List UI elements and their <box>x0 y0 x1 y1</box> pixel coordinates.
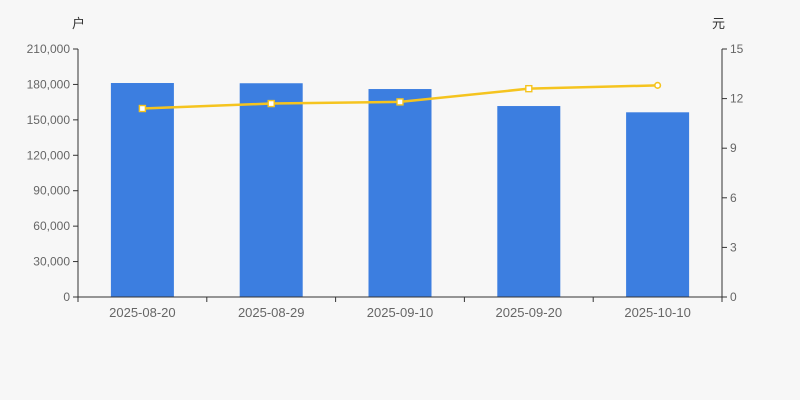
line-point-2025-08-20[interactable] <box>138 104 147 113</box>
right-axis-tick-label: 0 <box>730 290 737 304</box>
x-axis-category-label: 2025-08-20 <box>109 305 176 320</box>
left-axis-tick-label: 120,000 <box>27 148 71 162</box>
right-axis-tick-label: 15 <box>730 42 744 56</box>
x-axis-category-label: 2025-10-10 <box>624 305 691 320</box>
line-point-2025-09-20[interactable] <box>525 84 533 93</box>
left-axis-tick-label: 0 <box>63 290 70 304</box>
left-axis-tick-label: 150,000 <box>27 113 71 127</box>
left-axis-unit-label: 户 <box>72 16 86 31</box>
line-point-2025-08-29[interactable] <box>267 99 275 108</box>
right-axis-tick-label: 6 <box>730 191 737 205</box>
left-axis-tick-label: 90,000 <box>33 184 70 198</box>
x-axis-category-label: 2025-09-20 <box>496 305 563 320</box>
bar-2025-09-10[interactable] <box>368 89 432 297</box>
right-axis-unit-label: 元 <box>712 16 726 31</box>
line-point-2025-10-10[interactable] <box>653 81 662 89</box>
x-axis-category-label: 2025-09-10 <box>367 305 434 320</box>
right-axis-tick-label: 3 <box>730 240 737 254</box>
left-axis-tick-label: 210,000 <box>27 42 71 56</box>
x-axis-category-label: 2025-08-29 <box>238 305 305 320</box>
bar-2025-08-29[interactable] <box>239 83 303 297</box>
bar-2025-09-20[interactable] <box>497 106 561 297</box>
left-axis-tick-label: 60,000 <box>33 219 70 233</box>
bar-2025-08-20[interactable] <box>110 83 174 297</box>
right-axis-tick-label: 9 <box>730 141 737 155</box>
bar-2025-10-10[interactable] <box>626 112 690 298</box>
right-axis-tick-label: 12 <box>730 92 744 106</box>
line-point-2025-09-10[interactable] <box>396 98 404 106</box>
left-axis-tick-label: 180,000 <box>27 77 71 91</box>
left-axis-tick-label: 30,000 <box>33 255 70 269</box>
